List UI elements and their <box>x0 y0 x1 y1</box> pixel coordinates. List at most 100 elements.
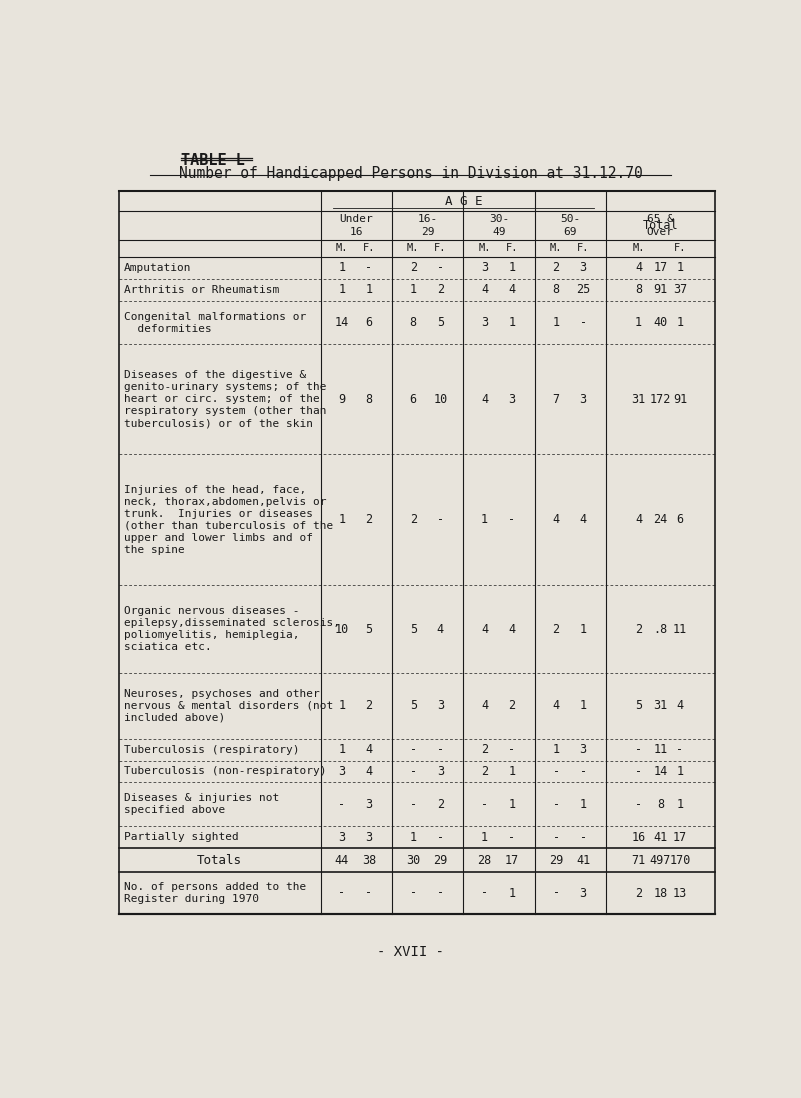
Text: 3: 3 <box>481 316 489 329</box>
Text: 3: 3 <box>580 886 587 899</box>
Text: -: - <box>338 886 345 899</box>
Text: 30: 30 <box>406 853 421 866</box>
Text: Injuries of the head, face,
neck, thorax,abdomen,pelvis or
trunk.  Injuries or d: Injuries of the head, face, neck, thorax… <box>123 484 333 554</box>
Text: 1: 1 <box>580 699 587 713</box>
Text: 16: 16 <box>631 831 646 843</box>
Text: 8: 8 <box>635 283 642 296</box>
Text: -: - <box>580 765 587 778</box>
Text: 30-
49: 30- 49 <box>489 214 509 237</box>
Text: 4: 4 <box>365 743 372 757</box>
Text: 172: 172 <box>650 393 671 406</box>
Text: 17: 17 <box>654 261 667 274</box>
Text: -: - <box>635 743 642 757</box>
Text: 8: 8 <box>410 316 417 329</box>
Text: F.: F. <box>505 244 518 254</box>
Text: 4: 4 <box>365 765 372 778</box>
Text: 13: 13 <box>673 886 687 899</box>
Text: 1: 1 <box>481 513 489 526</box>
Text: Amputation: Amputation <box>123 262 191 272</box>
Text: -: - <box>676 743 683 757</box>
Text: 14: 14 <box>335 316 349 329</box>
Text: -: - <box>553 798 560 810</box>
Text: 1: 1 <box>676 798 683 810</box>
Text: 1: 1 <box>676 765 683 778</box>
Text: 2: 2 <box>365 513 372 526</box>
Text: 2: 2 <box>635 623 642 636</box>
Text: 2: 2 <box>481 765 489 778</box>
Text: 16-
29: 16- 29 <box>417 214 437 237</box>
Text: 5: 5 <box>410 699 417 713</box>
Text: Totals: Totals <box>197 853 242 866</box>
Text: -: - <box>410 886 417 899</box>
Text: 3: 3 <box>580 743 587 757</box>
Text: -: - <box>437 513 444 526</box>
Text: 1: 1 <box>635 316 642 329</box>
Text: 1: 1 <box>580 798 587 810</box>
Text: 3: 3 <box>365 831 372 843</box>
Text: 4: 4 <box>676 699 683 713</box>
Text: Diseases of the digestive &
genito-urinary systems; of the
heart or circ. system: Diseases of the digestive & genito-urina… <box>123 370 326 428</box>
Text: -: - <box>437 831 444 843</box>
Text: -: - <box>553 886 560 899</box>
Text: F.: F. <box>577 244 590 254</box>
Text: 1: 1 <box>410 831 417 843</box>
Text: 1: 1 <box>553 316 560 329</box>
Text: 1: 1 <box>338 261 345 274</box>
Text: Congenital malformations or
  deformities: Congenital malformations or deformities <box>123 312 306 334</box>
Text: 3: 3 <box>437 765 444 778</box>
Text: 1: 1 <box>410 283 417 296</box>
Text: -: - <box>509 743 515 757</box>
Text: 1: 1 <box>365 283 372 296</box>
Text: 1: 1 <box>676 261 683 274</box>
Text: M.: M. <box>549 244 562 254</box>
Text: 1: 1 <box>509 886 515 899</box>
Text: 6: 6 <box>410 393 417 406</box>
Text: Tuberculosis (non-respiratory): Tuberculosis (non-respiratory) <box>123 766 326 776</box>
Text: Neuroses, psychoses and other
nervous & mental disorders (not
included above): Neuroses, psychoses and other nervous & … <box>123 688 333 722</box>
Text: 50-
69: 50- 69 <box>560 214 581 237</box>
Text: 28: 28 <box>477 853 492 866</box>
Text: 1: 1 <box>509 765 515 778</box>
Text: -: - <box>635 798 642 810</box>
Text: 2: 2 <box>553 261 560 274</box>
Text: 1: 1 <box>580 623 587 636</box>
Text: - XVII -: - XVII - <box>377 945 444 959</box>
Text: 4: 4 <box>481 623 489 636</box>
Text: -: - <box>437 261 444 274</box>
Text: 4: 4 <box>437 623 444 636</box>
Text: 31: 31 <box>631 393 646 406</box>
Text: 91: 91 <box>673 393 687 406</box>
Text: 1: 1 <box>338 743 345 757</box>
Text: -: - <box>481 798 489 810</box>
Text: 71: 71 <box>631 853 646 866</box>
Text: -: - <box>338 798 345 810</box>
Text: 29: 29 <box>433 853 448 866</box>
Text: 91: 91 <box>654 283 667 296</box>
Text: 4: 4 <box>635 513 642 526</box>
Text: 17: 17 <box>673 831 687 843</box>
Text: 4: 4 <box>481 393 489 406</box>
Text: 14: 14 <box>654 765 667 778</box>
Text: .8: .8 <box>654 623 667 636</box>
Text: 1: 1 <box>338 699 345 713</box>
Text: 11: 11 <box>654 743 667 757</box>
Text: -: - <box>580 831 587 843</box>
Text: No. of persons added to the
Register during 1970: No. of persons added to the Register dur… <box>123 882 306 904</box>
Text: 1: 1 <box>553 743 560 757</box>
Text: 170: 170 <box>670 853 690 866</box>
Text: 31: 31 <box>654 699 667 713</box>
Text: -: - <box>437 743 444 757</box>
Text: -: - <box>635 765 642 778</box>
Text: 6: 6 <box>676 513 683 526</box>
Text: 3: 3 <box>338 831 345 843</box>
Text: F.: F. <box>363 244 376 254</box>
Text: 6: 6 <box>365 316 372 329</box>
Text: 3: 3 <box>338 765 345 778</box>
Text: 4: 4 <box>553 699 560 713</box>
Text: 5: 5 <box>635 699 642 713</box>
Text: 10: 10 <box>433 393 448 406</box>
Text: 5: 5 <box>437 316 444 329</box>
Text: F.: F. <box>434 244 447 254</box>
Text: 37: 37 <box>673 283 687 296</box>
Text: 3: 3 <box>509 393 515 406</box>
